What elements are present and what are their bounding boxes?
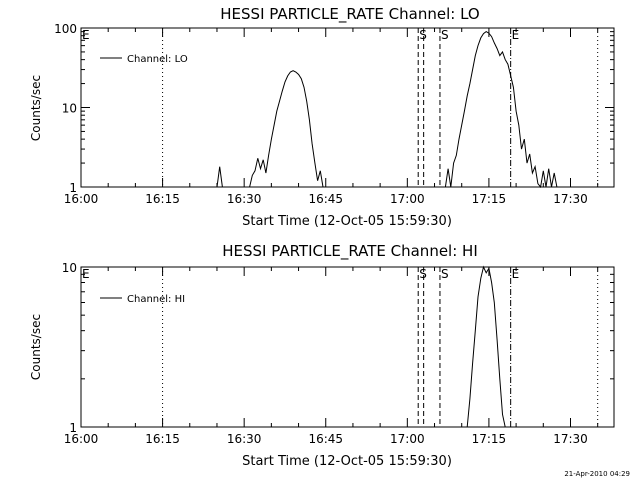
ch0-x-tick-label: 17:30 (553, 192, 588, 206)
ch1-y-tick-label: 1 (69, 421, 77, 435)
hi-channel-panel: HESSI PARTICLE_RATE Channel: HI Counts/s… (29, 242, 615, 469)
ch0-event-marker-label: E (512, 28, 520, 42)
ch0-series-line (216, 166, 223, 188)
hi-legend-label: Channel: HI (127, 294, 185, 305)
ch0-x-tick-label: 16:30 (227, 192, 262, 206)
ch0-y-tick-label: 100 (54, 22, 77, 36)
ch1-plot-frame (80, 266, 615, 428)
ch0-event-marker-label: S (441, 28, 449, 42)
ch0-x-tick-label: 16:45 (308, 192, 343, 206)
ch0-x-tick-label: 16:00 (64, 192, 99, 206)
hi-x-axis-label: Start Time (12-Oct-05 15:59:30) (242, 454, 452, 469)
ch0-series-line (444, 31, 558, 189)
ch0-x-tick-label: 16:15 (145, 192, 180, 206)
lo-x-axis-label: Start Time (12-Oct-05 15:59:30) (242, 214, 452, 229)
ch0-plot-frame (80, 27, 615, 188)
ch0-x-tick-label: 17:15 (472, 192, 507, 206)
footer-timestamp: 21-Apr-2010 04:29 (564, 470, 630, 478)
ch1-y-tick-label: 10 (62, 261, 77, 275)
ch1-event-marker-label: E (82, 267, 90, 281)
ch1-event-marker-label: E (512, 267, 520, 281)
lo-y-axis-label: Counts/sec (29, 75, 43, 141)
ch1-series-line (466, 265, 506, 428)
ch1-x-tick-label: 17:30 (553, 432, 588, 446)
lo-legend-label: Channel: LO (127, 54, 188, 65)
ch1-x-tick-label: 16:30 (227, 432, 262, 446)
ch1-x-tick-label: 17:00 (390, 432, 425, 446)
ch0-y-tick-label: 1 (69, 181, 77, 195)
ch1-x-tick-label: 16:00 (64, 432, 99, 446)
lo-channel-panel: HESSI PARTICLE_RATE Channel: LO Counts/s… (29, 5, 615, 229)
ch0-event-marker-label: S (419, 28, 427, 42)
ch0-x-tick-label: 17:00 (390, 192, 425, 206)
lo-chart-title: HESSI PARTICLE_RATE Channel: LO (220, 5, 479, 24)
ch1-x-tick-label: 16:45 (308, 432, 343, 446)
ch1-event-marker-label: S (441, 267, 449, 281)
ch0-series-line (249, 70, 324, 188)
ch1-event-marker-label: S (419, 267, 427, 281)
ch1-x-tick-label: 17:15 (472, 432, 507, 446)
hi-chart-title: HESSI PARTICLE_RATE Channel: HI (222, 242, 478, 261)
ch0-y-tick-label: 10 (62, 102, 77, 116)
ch1-x-tick-label: 16:15 (145, 432, 180, 446)
hi-y-axis-label: Counts/sec (29, 314, 43, 380)
ch0-event-marker-label: E (82, 28, 90, 42)
